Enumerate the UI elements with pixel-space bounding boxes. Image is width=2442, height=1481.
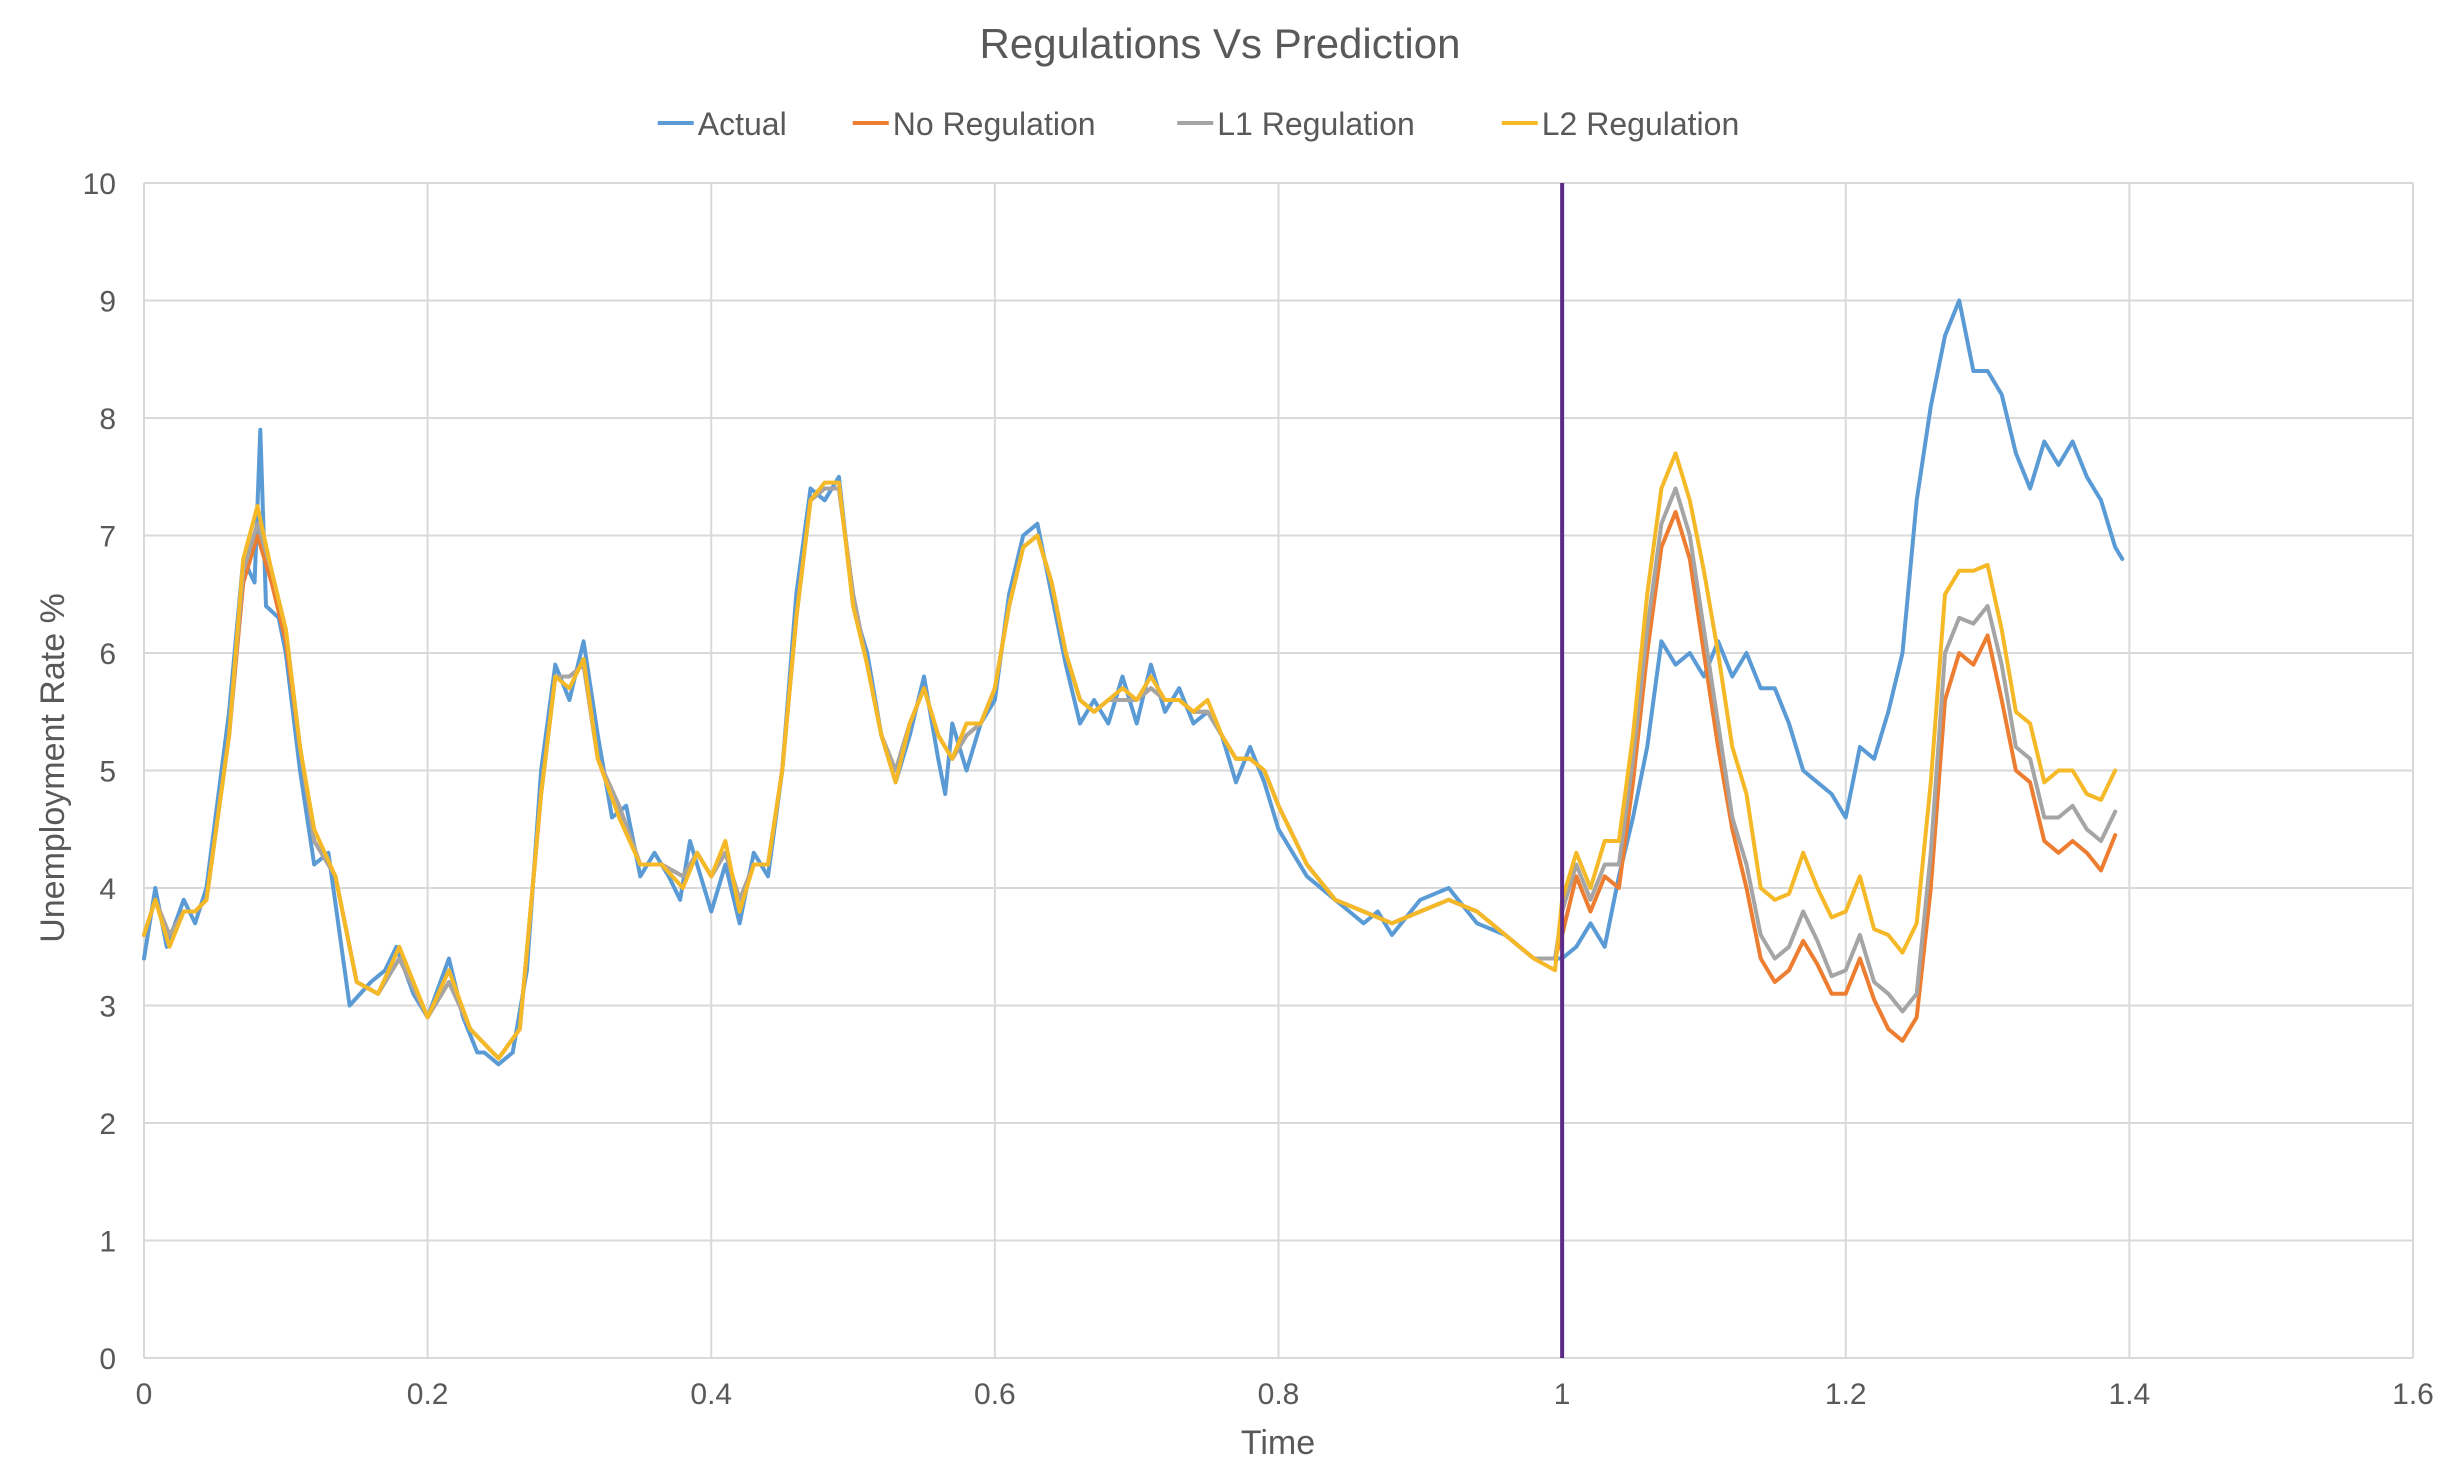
y-tick-label: 7 xyxy=(99,521,116,554)
y-tick-label: 1 xyxy=(99,1226,116,1259)
x-tick-label: 1.6 xyxy=(2392,1378,2434,1411)
grid xyxy=(143,182,2414,1359)
series-line-l2-regulation xyxy=(142,451,2118,1061)
x-axis-label: Time xyxy=(1241,1424,1315,1462)
x-tick-label: 0.4 xyxy=(690,1378,732,1411)
y-tick-label: 0 xyxy=(99,1343,116,1376)
legend-item-l2-regulation: L2 Regulation xyxy=(1501,106,1739,142)
y-tick-label: 3 xyxy=(99,991,116,1024)
x-tick-label: 1 xyxy=(1554,1378,1571,1411)
x-tick-label: 1.4 xyxy=(2109,1378,2151,1411)
legend-label: No Regulation xyxy=(893,106,1096,142)
y-tick-label: 5 xyxy=(99,756,116,789)
legend-item-actual: Actual xyxy=(657,106,787,142)
y-axis-ticks: 0 1 2 3 4 5 6 7 8 9 10 xyxy=(83,168,116,1376)
legend-item-l1-regulation: L1 Regulation xyxy=(1177,106,1415,142)
y-tick-label: 10 xyxy=(83,168,116,201)
legend-label: L2 Regulation xyxy=(1542,106,1739,142)
y-axis-label: Unemployment Rate % xyxy=(34,593,72,943)
y-tick-label: 2 xyxy=(99,1108,116,1141)
x-axis-ticks: 0 0.2 0.4 0.6 0.8 1 1.2 1.4 1.6 xyxy=(136,1378,2434,1411)
x-tick-label: 1.2 xyxy=(1825,1378,1867,1411)
x-tick-label: 0 xyxy=(136,1378,153,1411)
chart-title: Regulations Vs Prediction xyxy=(980,20,1461,67)
legend-item-no-regulation: No Regulation xyxy=(852,106,1096,142)
series-line-no-regulation xyxy=(142,486,2118,1061)
y-tick-label: 6 xyxy=(99,638,116,671)
legend: Actual No Regulation L1 Regulation L2 Regul… xyxy=(657,106,1739,142)
x-tick-label: 0.8 xyxy=(1258,1378,1300,1411)
legend-label: Actual xyxy=(698,106,787,142)
series-layer xyxy=(142,183,2125,1358)
legend-label: L1 Regulation xyxy=(1217,106,1414,142)
series-line-actual xyxy=(142,298,2125,1067)
y-tick-label: 9 xyxy=(99,286,116,319)
x-tick-label: 0.6 xyxy=(974,1378,1016,1411)
y-tick-label: 8 xyxy=(99,403,116,436)
x-tick-label: 0.2 xyxy=(407,1378,449,1411)
y-tick-label: 4 xyxy=(99,873,116,906)
